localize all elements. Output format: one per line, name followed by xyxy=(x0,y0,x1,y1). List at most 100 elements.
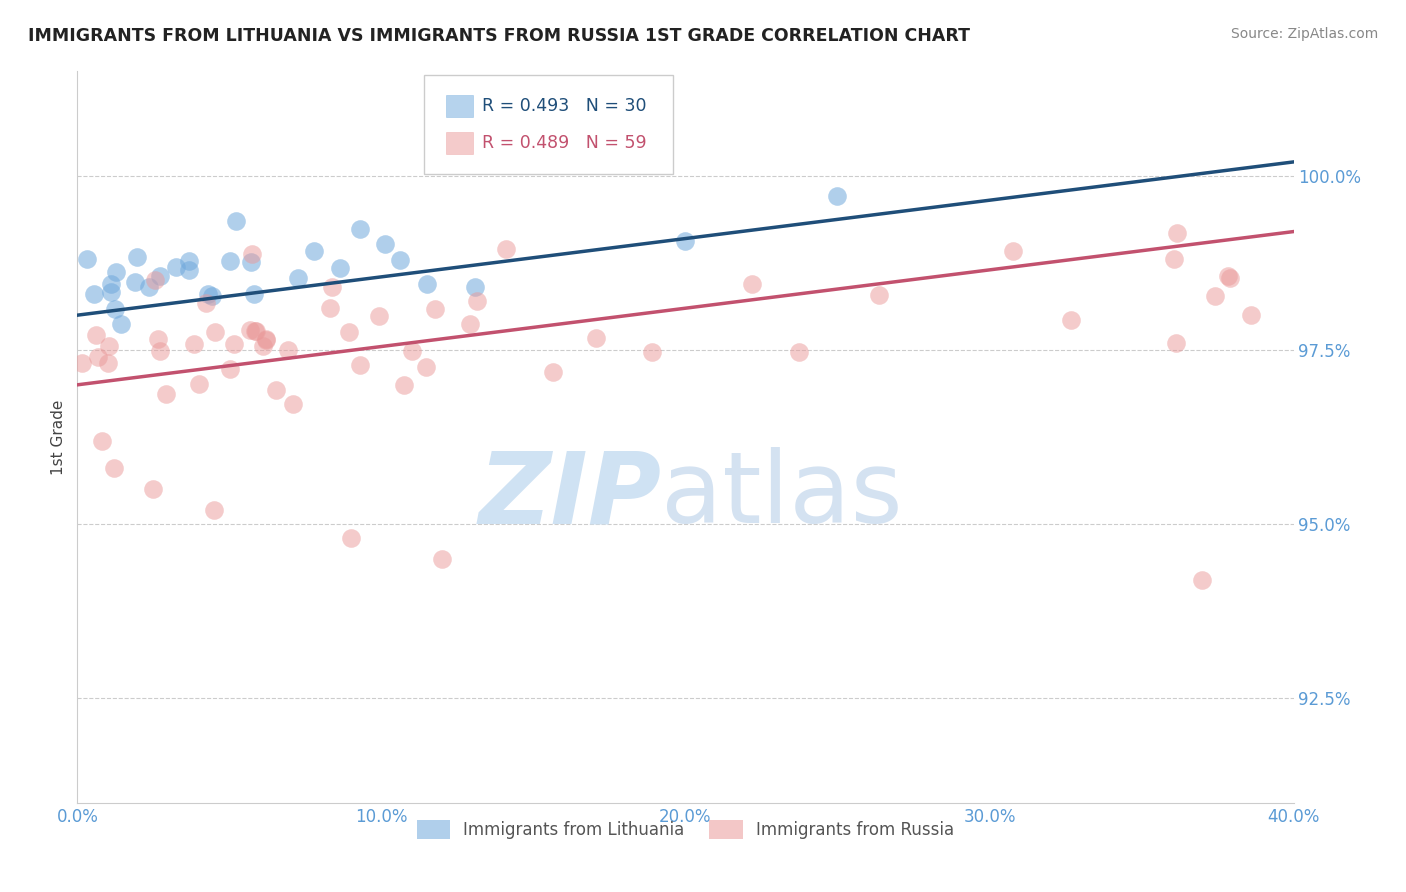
Text: R = 0.493   N = 30: R = 0.493 N = 30 xyxy=(482,97,647,115)
Point xyxy=(110,317,132,331)
Point xyxy=(149,343,172,358)
Point xyxy=(245,324,267,338)
Point xyxy=(329,260,352,275)
Point xyxy=(1163,252,1185,266)
Point xyxy=(368,309,391,323)
Text: IMMIGRANTS FROM LITHUANIA VS IMMIGRANTS FROM RUSSIA 1ST GRADE CORRELATION CHART: IMMIGRANTS FROM LITHUANIA VS IMMIGRANTS … xyxy=(28,27,970,45)
Point xyxy=(283,397,305,411)
FancyBboxPatch shape xyxy=(446,95,472,118)
Point xyxy=(1204,289,1226,303)
Point xyxy=(641,344,664,359)
Point xyxy=(183,337,205,351)
Point xyxy=(392,378,415,392)
Point xyxy=(148,332,170,346)
Point xyxy=(416,277,439,292)
Point xyxy=(741,277,763,292)
Point xyxy=(87,350,110,364)
Point xyxy=(100,277,122,292)
Point xyxy=(374,236,396,251)
Point xyxy=(165,260,187,274)
Point xyxy=(349,359,371,373)
Point xyxy=(155,387,177,401)
Point xyxy=(495,242,517,256)
Point xyxy=(97,356,120,370)
Point xyxy=(188,376,211,391)
Point xyxy=(98,339,121,353)
Text: atlas: atlas xyxy=(661,447,903,544)
Point xyxy=(125,250,148,264)
FancyBboxPatch shape xyxy=(446,132,472,154)
Point xyxy=(104,265,127,279)
Point xyxy=(149,268,172,283)
Point xyxy=(202,503,225,517)
Point xyxy=(541,365,564,379)
Point xyxy=(177,254,200,268)
Point xyxy=(458,317,481,331)
Point xyxy=(465,293,488,308)
Point xyxy=(90,434,112,448)
Point xyxy=(1240,308,1263,322)
Point xyxy=(287,270,309,285)
Point xyxy=(430,552,453,566)
Point xyxy=(1191,573,1213,587)
Point xyxy=(219,362,242,376)
Point xyxy=(84,327,107,342)
Text: R = 0.489   N = 59: R = 0.489 N = 59 xyxy=(482,134,647,152)
Point xyxy=(319,301,342,315)
Point xyxy=(83,286,105,301)
Point xyxy=(245,324,267,338)
Y-axis label: 1st Grade: 1st Grade xyxy=(51,400,66,475)
FancyBboxPatch shape xyxy=(425,75,673,174)
Point xyxy=(1166,336,1188,351)
Point xyxy=(349,221,371,235)
Point xyxy=(415,359,437,374)
Point xyxy=(827,188,849,202)
Point xyxy=(254,334,277,348)
Point xyxy=(204,325,226,339)
Point xyxy=(70,356,93,370)
Point xyxy=(240,254,263,268)
Text: ZIP: ZIP xyxy=(478,447,661,544)
Point xyxy=(197,287,219,301)
Point xyxy=(104,302,127,317)
Point xyxy=(389,253,412,268)
Point xyxy=(401,343,423,358)
Legend: Immigrants from Lithuania, Immigrants from Russia: Immigrants from Lithuania, Immigrants fr… xyxy=(411,814,960,846)
Point xyxy=(240,247,263,261)
Point xyxy=(464,280,486,294)
Point xyxy=(868,288,890,302)
Point xyxy=(179,263,201,277)
Point xyxy=(138,280,160,294)
Point xyxy=(142,483,165,497)
Point xyxy=(787,344,810,359)
Point xyxy=(304,244,326,258)
Point xyxy=(201,289,224,303)
Point xyxy=(1219,270,1241,285)
Point xyxy=(76,252,98,267)
Point xyxy=(252,339,274,353)
Point xyxy=(222,336,245,351)
Point xyxy=(103,461,125,475)
Point xyxy=(124,276,146,290)
Point xyxy=(264,383,287,397)
Point xyxy=(1059,313,1081,327)
Point xyxy=(143,273,166,287)
Point xyxy=(675,234,697,248)
Point xyxy=(337,325,360,339)
Point xyxy=(321,279,343,293)
Point xyxy=(1166,226,1188,240)
Point xyxy=(254,332,277,346)
Point xyxy=(100,285,122,299)
Point xyxy=(425,301,447,316)
Point xyxy=(1002,244,1025,258)
Point xyxy=(239,323,262,337)
Point xyxy=(585,331,607,345)
Point xyxy=(243,286,266,301)
Point xyxy=(194,295,217,310)
Point xyxy=(225,213,247,227)
Point xyxy=(1218,269,1240,284)
Point xyxy=(277,343,299,357)
Point xyxy=(340,531,363,545)
Point xyxy=(219,254,242,268)
Text: Source: ZipAtlas.com: Source: ZipAtlas.com xyxy=(1230,27,1378,41)
